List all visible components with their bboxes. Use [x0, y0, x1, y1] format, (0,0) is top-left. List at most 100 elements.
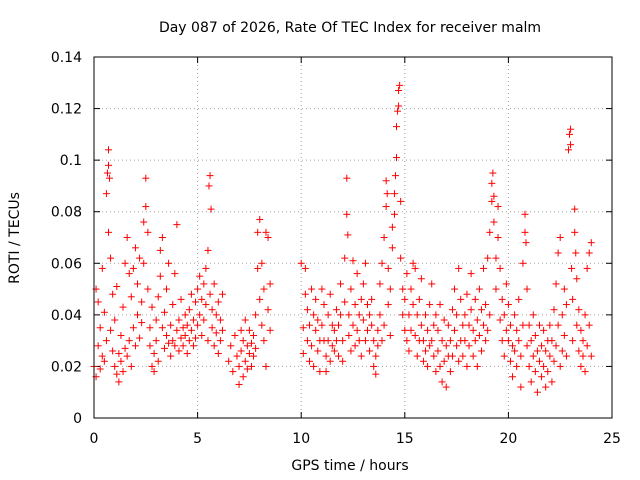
data-point — [239, 373, 247, 381]
data-point — [167, 321, 175, 329]
data-point — [546, 321, 554, 329]
data-point — [575, 347, 583, 355]
data-point — [138, 319, 146, 327]
data-point — [324, 337, 332, 345]
data-point — [498, 295, 506, 303]
data-point — [558, 311, 566, 319]
data-point — [391, 172, 399, 180]
data-point — [395, 87, 403, 95]
data-point — [372, 370, 380, 378]
data-point — [216, 337, 224, 345]
data-point — [322, 368, 330, 376]
data-point — [436, 301, 444, 309]
data-point — [169, 337, 177, 345]
data-point — [192, 298, 200, 306]
data-point — [181, 331, 189, 339]
data-point — [334, 352, 342, 360]
data-point — [480, 321, 488, 329]
data-point — [125, 337, 133, 345]
data-point — [214, 350, 222, 358]
data-point — [448, 352, 456, 360]
data-point — [111, 362, 119, 370]
data-point — [328, 342, 336, 350]
data-point — [568, 264, 576, 272]
data-point — [467, 270, 475, 278]
data-point — [344, 231, 352, 239]
data-point — [165, 259, 173, 267]
grid-lines — [94, 57, 612, 418]
data-point — [214, 298, 222, 306]
data-point — [206, 172, 214, 180]
data-point — [564, 146, 572, 154]
data-point — [102, 190, 110, 198]
data-point — [105, 146, 113, 154]
data-point — [424, 362, 432, 370]
data-point — [403, 270, 411, 278]
y-tick-label: 0.02 — [51, 359, 82, 375]
data-point — [455, 357, 463, 365]
data-point — [183, 350, 191, 358]
data-point — [210, 342, 218, 350]
data-point — [455, 264, 463, 272]
data-point — [509, 342, 517, 350]
data-point — [117, 331, 125, 339]
data-point — [480, 264, 488, 272]
data-point — [314, 316, 322, 324]
data-point — [173, 221, 181, 229]
data-point — [484, 254, 492, 262]
data-point — [243, 342, 251, 350]
data-point — [345, 331, 353, 339]
data-point — [252, 344, 260, 352]
data-point — [171, 270, 179, 278]
data-point — [405, 347, 413, 355]
data-point — [169, 301, 177, 309]
data-point — [521, 210, 529, 218]
data-point — [349, 321, 357, 329]
data-point — [370, 337, 378, 345]
data-point — [359, 316, 367, 324]
data-point — [123, 352, 131, 360]
data-point — [364, 301, 372, 309]
data-point — [572, 249, 580, 257]
data-point — [417, 275, 425, 283]
data-point — [129, 324, 137, 332]
data-point — [301, 290, 309, 298]
data-point — [218, 326, 226, 334]
data-point — [198, 331, 206, 339]
plot-frame — [93, 56, 613, 419]
data-point — [585, 249, 593, 257]
data-point — [94, 298, 102, 306]
data-point — [469, 326, 477, 334]
y-tick-label: 0 — [73, 411, 82, 427]
data-point — [154, 293, 162, 301]
data-point — [567, 125, 575, 133]
data-point — [187, 290, 195, 298]
data-point — [575, 306, 583, 314]
axis-ticks — [93, 56, 613, 419]
data-point — [419, 357, 427, 365]
data-point — [154, 357, 162, 365]
data-point — [585, 321, 593, 329]
data-point — [355, 337, 363, 345]
data-point — [506, 357, 514, 365]
data-point — [231, 331, 239, 339]
data-point — [529, 311, 537, 319]
data-point — [237, 347, 245, 355]
data-point — [489, 169, 497, 177]
data-point — [233, 352, 241, 360]
data-point — [160, 344, 168, 352]
data-point — [181, 311, 189, 319]
data-point — [131, 244, 139, 252]
data-point — [521, 228, 529, 236]
data-point — [401, 326, 409, 334]
data-point — [502, 326, 510, 334]
data-point — [127, 362, 135, 370]
data-point — [125, 270, 133, 278]
data-point — [326, 290, 334, 298]
data-point — [208, 324, 216, 332]
data-point — [361, 337, 369, 345]
data-point — [150, 368, 158, 376]
data-point — [301, 264, 309, 272]
y-axis-label: ROTI / TECUs — [7, 192, 23, 284]
data-point — [513, 362, 521, 370]
